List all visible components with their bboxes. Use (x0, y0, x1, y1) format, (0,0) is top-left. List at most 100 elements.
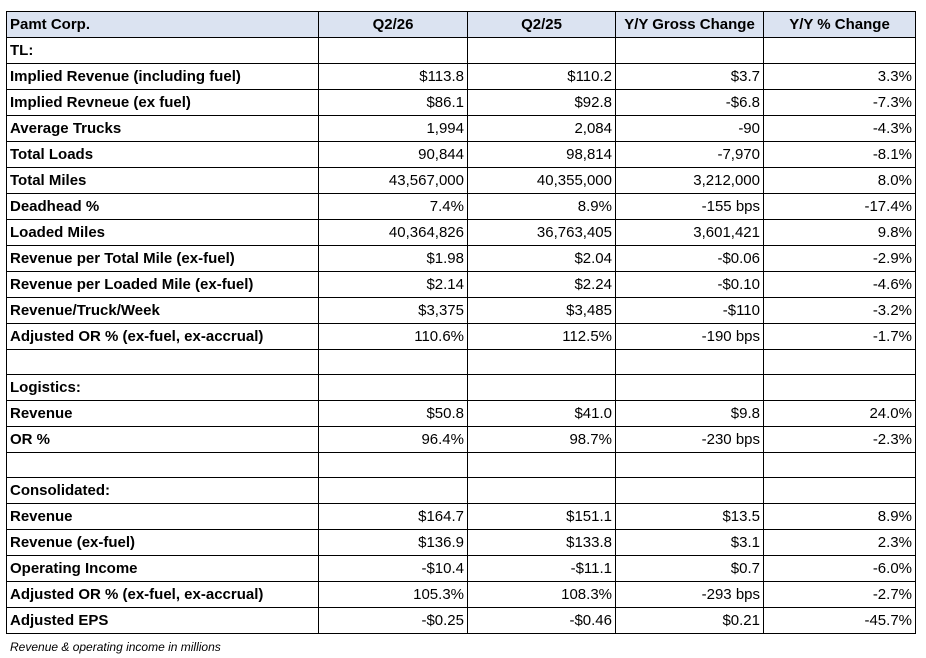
gross-change-value (615, 477, 764, 504)
header-q2-25: Q2/25 (467, 11, 616, 38)
pct-change-value (763, 452, 916, 478)
q2-25-value: $2.24 (467, 271, 616, 298)
q2-26-value: $2.14 (318, 271, 468, 298)
row-label: Revenue (ex-fuel) (6, 529, 319, 556)
q2-25-value: $2.04 (467, 245, 616, 272)
q2-25-value: $92.8 (467, 89, 616, 116)
table-row (6, 452, 916, 478)
q2-26-value: 90,844 (318, 141, 468, 168)
row-label: Logistics: (6, 374, 319, 401)
gross-change-value: $0.21 (615, 607, 764, 634)
table-row: Deadhead % 7.4% 8.9% -155 bps -17.4% (6, 193, 916, 220)
table-row: Revenue $50.8 $41.0 $9.8 24.0% (6, 400, 916, 427)
gross-change-value: -$0.06 (615, 245, 764, 272)
row-label: Implied Revneue (ex fuel) (6, 89, 319, 116)
q2-26-value: 40,364,826 (318, 219, 468, 246)
q2-25-value (467, 452, 616, 478)
row-label: TL: (6, 37, 319, 64)
row-label: Revenue (6, 503, 319, 530)
q2-26-value: $113.8 (318, 63, 468, 90)
q2-26-value (318, 349, 468, 375)
row-label: Operating Income (6, 555, 319, 582)
q2-25-value (467, 374, 616, 401)
q2-25-value: -$0.46 (467, 607, 616, 634)
q2-26-value (318, 37, 468, 64)
table-header: Pamt Corp. Q2/26 Q2/25 Y/Y Gross Change … (6, 11, 916, 38)
gross-change-value: 3,212,000 (615, 167, 764, 194)
row-label: Total Miles (6, 167, 319, 194)
table-row: Revenue (ex-fuel) $136.9 $133.8 $3.1 2.3% (6, 529, 916, 556)
pct-change-value: -8.1% (763, 141, 916, 168)
q2-26-value (318, 374, 468, 401)
table-row: Implied Revneue (ex fuel) $86.1 $92.8 -$6.8… (6, 89, 916, 116)
gross-change-value: -293 bps (615, 581, 764, 608)
table-row: TL: (6, 37, 916, 64)
q2-25-value: -$11.1 (467, 555, 616, 582)
table-row: Revenue $164.7 $151.1 $13.5 8.9% (6, 503, 916, 530)
q2-26-value: $50.8 (318, 400, 468, 427)
gross-change-value: -7,970 (615, 141, 764, 168)
q2-25-value: 2,084 (467, 115, 616, 142)
row-label: Loaded Miles (6, 219, 319, 246)
gross-change-value (615, 37, 764, 64)
pct-change-value (763, 477, 916, 504)
row-label: Revenue (6, 400, 319, 427)
pct-change-value: 3.3% (763, 63, 916, 90)
q2-26-value: $1.98 (318, 245, 468, 272)
q2-25-value (467, 37, 616, 64)
table-row: Consolidated: (6, 477, 916, 504)
q2-25-value: 36,763,405 (467, 219, 616, 246)
gross-change-value: 3,601,421 (615, 219, 764, 246)
row-label: Adjusted EPS (6, 607, 319, 634)
q2-25-value: 40,355,000 (467, 167, 616, 194)
q2-25-value: $110.2 (467, 63, 616, 90)
header-row: Pamt Corp. Q2/26 Q2/25 Y/Y Gross Change … (6, 11, 916, 38)
pct-change-value: -2.9% (763, 245, 916, 272)
q2-26-value: 110.6% (318, 323, 468, 350)
pct-change-value (763, 37, 916, 64)
pct-change-value: -3.2% (763, 297, 916, 324)
q2-26-value: 96.4% (318, 426, 468, 453)
q2-26-value (318, 452, 468, 478)
gross-change-value: $0.7 (615, 555, 764, 582)
gross-change-value: -155 bps (615, 193, 764, 220)
q2-26-value: 105.3% (318, 581, 468, 608)
pct-change-value: 9.8% (763, 219, 916, 246)
gross-change-value (615, 349, 764, 375)
table-row: Revenue/Truck/Week $3,375 $3,485 -$110 -3.2% (6, 297, 916, 324)
table-row: Total Miles 43,567,000 40,355,000 3,212,000… (6, 167, 916, 194)
pct-change-value: 2.3% (763, 529, 916, 556)
gross-change-value (615, 374, 764, 401)
q2-25-value (467, 477, 616, 504)
row-label: Average Trucks (6, 115, 319, 142)
q2-26-value: 1,994 (318, 115, 468, 142)
row-label: Adjusted OR % (ex-fuel, ex-accrual) (6, 323, 319, 350)
header-gross-change: Y/Y Gross Change (615, 11, 764, 38)
header-company: Pamt Corp. (6, 11, 319, 38)
gross-change-value: $13.5 (615, 503, 764, 530)
q2-25-value: 98.7% (467, 426, 616, 453)
pct-change-value: -4.6% (763, 271, 916, 298)
table-row: Logistics: (6, 374, 916, 401)
footnote: Revenue & operating income in millions (10, 640, 221, 654)
gross-change-value: $3.7 (615, 63, 764, 90)
row-label: Consolidated: (6, 477, 319, 504)
row-label: Revenue/Truck/Week (6, 297, 319, 324)
q2-25-value: 8.9% (467, 193, 616, 220)
table-row: Loaded Miles 40,364,826 36,763,405 3,601,42… (6, 219, 916, 246)
table-row: Implied Revenue (including fuel) $113.8 $1… (6, 63, 916, 90)
table-row: Adjusted OR % (ex-fuel, ex-accrual) 110.6… (6, 323, 916, 350)
pct-change-value: -45.7% (763, 607, 916, 634)
q2-26-value: $136.9 (318, 529, 468, 556)
q2-25-value: $151.1 (467, 503, 616, 530)
gross-change-value: -$0.10 (615, 271, 764, 298)
table-body: TL: Implied Revenue (including fuel) $113.… (6, 37, 916, 634)
pct-change-value (763, 374, 916, 401)
row-label: OR % (6, 426, 319, 453)
q2-25-value: $3,485 (467, 297, 616, 324)
q2-26-value: -$0.25 (318, 607, 468, 634)
table-row: Adjusted OR % (ex-fuel, ex-accrual) 105.3… (6, 581, 916, 608)
table-row: Adjusted EPS -$0.25 -$0.46 $0.21 -45.7% (6, 607, 916, 634)
pct-change-value (763, 349, 916, 375)
row-label: Total Loads (6, 141, 319, 168)
